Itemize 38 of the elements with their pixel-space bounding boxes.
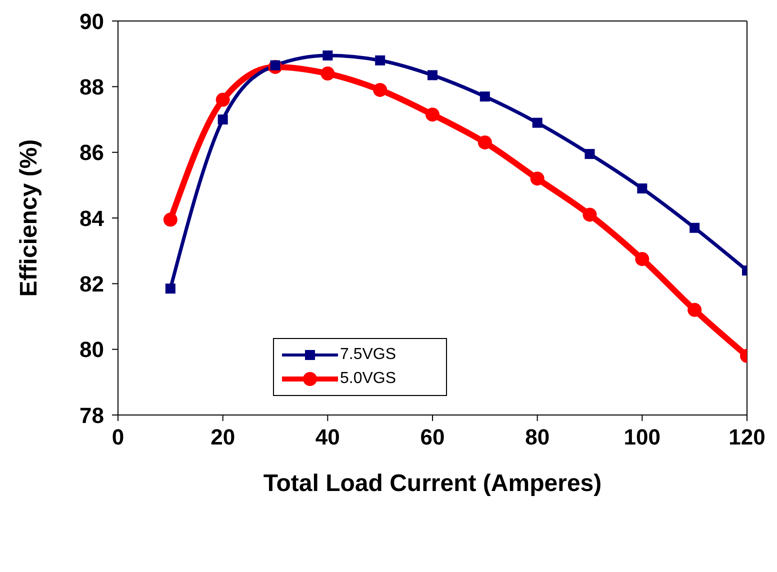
point [688, 302, 702, 317]
y-tick-label: 86 [80, 140, 104, 166]
point [373, 82, 388, 97]
y-axis-title: Efficiency (%) [16, 139, 43, 297]
x-tick-label: 60 [420, 424, 445, 450]
x-axis-title: Total Load Current (Amperes) [263, 470, 602, 497]
point [584, 148, 595, 159]
point [428, 70, 438, 80]
x-tick-label: 100 [624, 424, 661, 450]
point [582, 208, 597, 222]
point [532, 118, 542, 128]
y-tick-label: 90 [80, 8, 104, 34]
x-tick-label: 20 [210, 424, 236, 450]
point [480, 92, 490, 102]
point [165, 284, 176, 294]
point [690, 222, 700, 233]
x-tick-label: 40 [315, 424, 340, 450]
y-tick-label: 84 [80, 206, 105, 231]
point [320, 66, 335, 81]
point [478, 135, 492, 150]
point [163, 212, 178, 227]
point [216, 92, 230, 107]
point [426, 108, 440, 122]
y-tick-label: 78 [80, 402, 104, 428]
point [530, 172, 544, 186]
point [637, 183, 648, 194]
legend-label: 5.0VGS [340, 370, 396, 388]
x-tick-label: 80 [525, 424, 550, 450]
point [218, 114, 228, 124]
x-tick-label: 0 [112, 424, 124, 450]
point [322, 50, 333, 60]
point [375, 55, 386, 66]
x-tick-label: 120 [728, 424, 766, 450]
point [635, 252, 650, 266]
y-tick-label: 88 [80, 74, 104, 100]
y-tick-label: 80 [80, 337, 104, 362]
legend-label: 7.5VGS [340, 346, 396, 364]
y-tick-label: 82 [80, 271, 104, 296]
